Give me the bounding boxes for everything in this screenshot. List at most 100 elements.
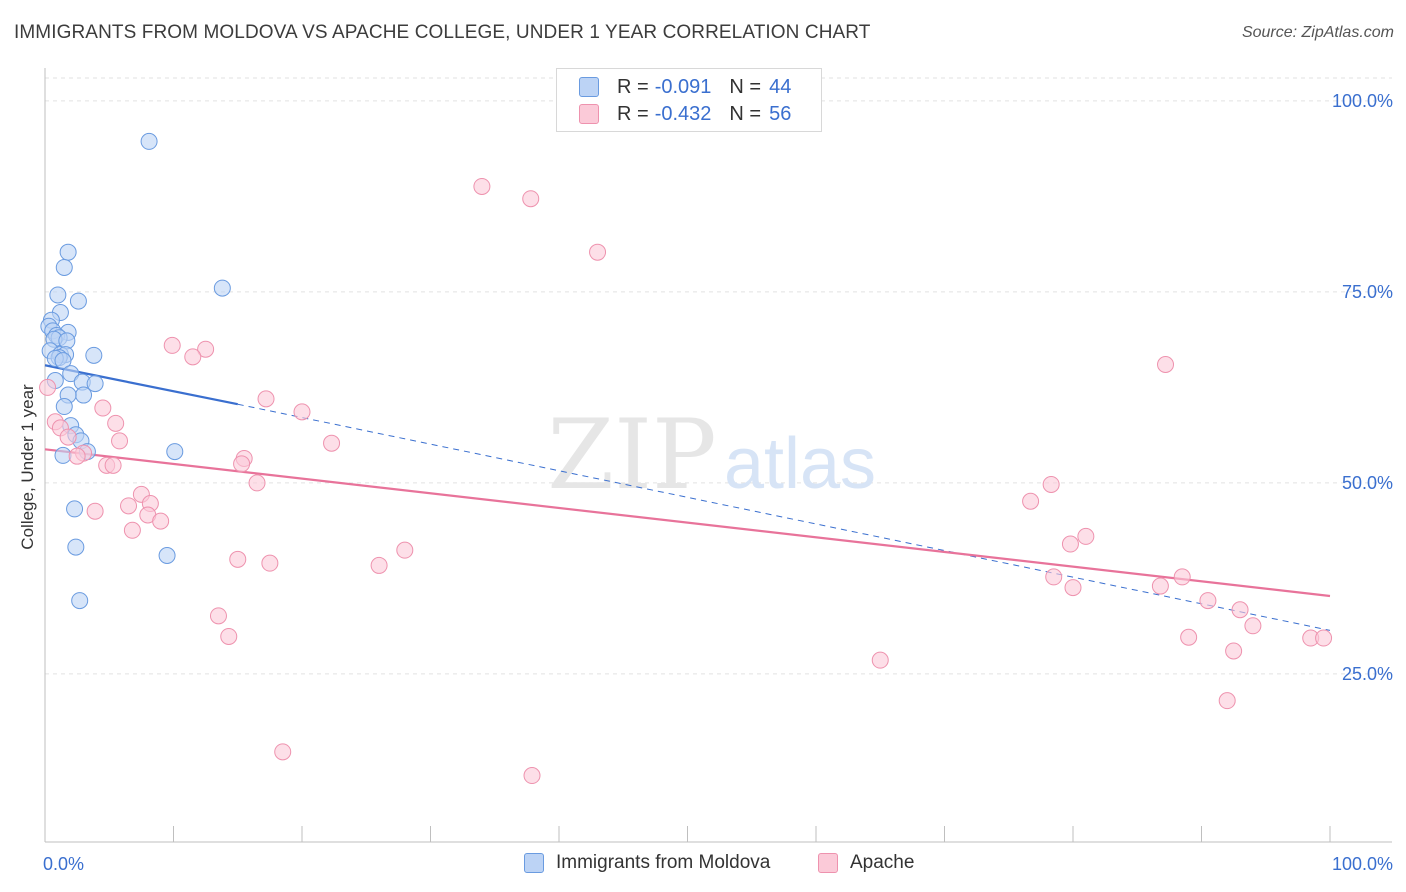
apache-point — [589, 243, 607, 261]
legend-r-label: R = — [617, 102, 649, 125]
moldova-trend-extension — [237, 403, 1331, 631]
apache-point — [68, 447, 86, 465]
legend-n-label: N = — [729, 102, 762, 125]
bottom-legend-swatch-pink — [818, 853, 838, 873]
data-points — [39, 132, 1333, 785]
legend-swatch-blue — [579, 77, 599, 97]
apache-point — [209, 607, 227, 625]
apache-point — [1157, 356, 1175, 373]
moldova-point — [55, 398, 73, 416]
apache-point — [1315, 629, 1333, 647]
moldova-point — [55, 258, 73, 276]
moldova-point — [213, 279, 231, 297]
moldova-point — [86, 375, 104, 393]
moldova-point — [71, 592, 89, 610]
legend-row-moldova: R = -0.091 N = 44 — [579, 74, 791, 100]
moldova-point — [69, 292, 87, 310]
apache-point — [323, 434, 341, 452]
moldova-point — [54, 352, 72, 370]
apache-point — [163, 336, 181, 354]
apache-point — [39, 378, 57, 396]
moldova-point — [85, 346, 103, 364]
x-tick-label: 0.0% — [43, 854, 84, 874]
moldova-point — [140, 132, 158, 150]
moldova-point — [54, 446, 72, 464]
y-tick-label: 75.0% — [1342, 282, 1393, 302]
apache-point — [1064, 579, 1082, 597]
apache-point — [107, 414, 125, 432]
legend-r-value: -0.091 — [654, 75, 712, 98]
bottom-legend-apache: Apache — [818, 852, 914, 874]
apache-point — [871, 651, 889, 669]
apache-point — [111, 432, 129, 450]
apache-point — [473, 177, 491, 195]
apache-point — [1231, 601, 1249, 619]
legend-n-value: 56 — [769, 102, 792, 125]
apache-point — [184, 348, 202, 366]
apache-point — [233, 455, 251, 473]
apache-point — [104, 456, 122, 474]
chart-title: IMMIGRANTS FROM MOLDOVA VS APACHE COLLEG… — [14, 22, 871, 43]
apache-point — [522, 190, 540, 208]
moldova-point — [166, 443, 184, 461]
bottom-legend-moldova: Immigrants from Moldova — [524, 852, 770, 874]
apache-point — [1151, 577, 1169, 595]
bottom-legend-label: Apache — [850, 852, 915, 873]
apache-point — [257, 390, 275, 408]
apache-point — [152, 512, 170, 530]
apache-point — [1225, 642, 1243, 660]
watermark-zip: ZIP — [547, 399, 716, 511]
apache-point — [1218, 692, 1236, 710]
apache-point — [396, 541, 414, 559]
watermark-atlas: atlas — [724, 424, 876, 504]
tick-labels: 25.0% 50.0% 75.0% 100.0% 0.0% 100.0% — [43, 91, 1393, 874]
apache-point — [59, 428, 77, 446]
moldova-point — [59, 243, 77, 261]
x-tick-label: 100.0% — [1332, 854, 1393, 874]
grid-lines — [45, 77, 1392, 675]
apache-point — [261, 554, 279, 572]
moldova-point — [66, 500, 84, 518]
apache-point — [229, 550, 247, 568]
correlation-legend: R = -0.091 N = 44 R = -0.432 N = 56 — [556, 68, 822, 132]
bottom-legend-swatch-blue — [524, 853, 544, 873]
apache-point — [197, 340, 215, 358]
apache-trend-line — [44, 448, 1331, 598]
apache-point — [1022, 492, 1040, 510]
apache-point — [1173, 568, 1191, 586]
moldova-point — [67, 538, 85, 556]
apache-point — [1199, 592, 1217, 610]
apache-point — [274, 743, 292, 761]
apache-point — [123, 521, 141, 539]
moldova-point — [49, 286, 67, 304]
apache-point — [1077, 527, 1095, 545]
apache-point — [248, 474, 266, 492]
legend-n-value: 44 — [769, 75, 792, 98]
apache-point — [370, 556, 388, 574]
y-tick-label: 50.0% — [1342, 473, 1393, 493]
apache-point — [1244, 617, 1262, 635]
legend-swatch-pink — [579, 104, 599, 124]
moldova-point — [158, 547, 176, 564]
legend-row-apache: R = -0.432 N = 56 — [579, 101, 791, 127]
apache-point — [94, 399, 112, 417]
apache-point — [220, 627, 238, 645]
moldova-point — [62, 365, 80, 383]
watermark: ZIP atlas — [547, 399, 876, 511]
bottom-legend-label: Immigrants from Moldova — [556, 852, 771, 873]
legend-n-label: N = — [729, 75, 762, 98]
apache-point — [1045, 568, 1063, 586]
axes — [44, 68, 1392, 843]
y-tick-label: 100.0% — [1332, 91, 1393, 111]
apache-point — [523, 767, 541, 785]
moldova-point — [75, 386, 93, 404]
apache-point — [293, 403, 311, 421]
legend-r-value: -0.432 — [654, 102, 712, 125]
apache-point — [1180, 628, 1198, 646]
apache-point — [1042, 475, 1060, 493]
apache-point — [120, 497, 138, 515]
y-tick-label: 25.0% — [1342, 664, 1393, 684]
source-note: Source: ZipAtlas.com — [1241, 24, 1394, 41]
apache-point — [1061, 535, 1079, 553]
